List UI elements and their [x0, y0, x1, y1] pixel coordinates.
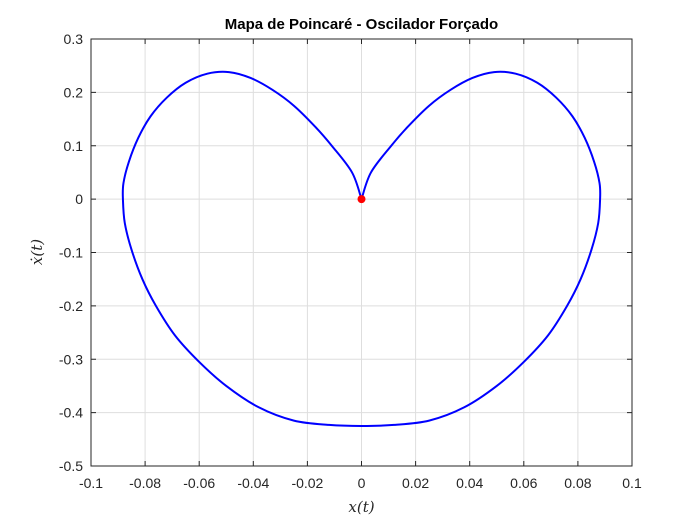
y-axis-label: ẋ(t) — [28, 239, 46, 265]
y-tick-label: 0 — [75, 191, 83, 207]
x-tick-label: 0 — [358, 475, 366, 491]
x-tick-label: -0.02 — [291, 475, 323, 491]
x-tick-label: -0.06 — [183, 475, 215, 491]
series-line — [121, 70, 602, 427]
y-tick-label: 0.3 — [64, 31, 84, 47]
x-tick-label: 0.04 — [456, 475, 483, 491]
x-tick-label: -0.04 — [237, 475, 269, 491]
y-tick-label: -0.3 — [59, 351, 83, 367]
y-tick-label: -0.4 — [59, 405, 83, 421]
x-tick-label: 0.02 — [402, 475, 429, 491]
y-tick-label: -0.2 — [59, 298, 83, 314]
x-tick-label: 0.1 — [622, 475, 642, 491]
y-tick-label: -0.5 — [59, 458, 83, 474]
x-tick-label: -0.1 — [79, 475, 103, 491]
y-tick-label: 0.2 — [64, 84, 84, 100]
plot-area — [121, 70, 602, 427]
x-tick-label: -0.08 — [129, 475, 161, 491]
x-tick-label: 0.08 — [564, 475, 591, 491]
x-tick-label: 0.06 — [510, 475, 537, 491]
ticks: -0.1 -0.08 -0.06 -0.04 -0.02 0 0.02 0.04 0.06 0.0… — [59, 31, 642, 491]
origin-marker — [357, 195, 366, 204]
grid — [90, 38, 633, 467]
chart-title: Mapa de Poincaré - Oscilador Forçado — [225, 16, 498, 33]
y-tick-label: -0.1 — [59, 245, 83, 261]
x-axis-label: x(t) — [348, 498, 374, 516]
y-tick-label: 0.1 — [64, 138, 84, 154]
